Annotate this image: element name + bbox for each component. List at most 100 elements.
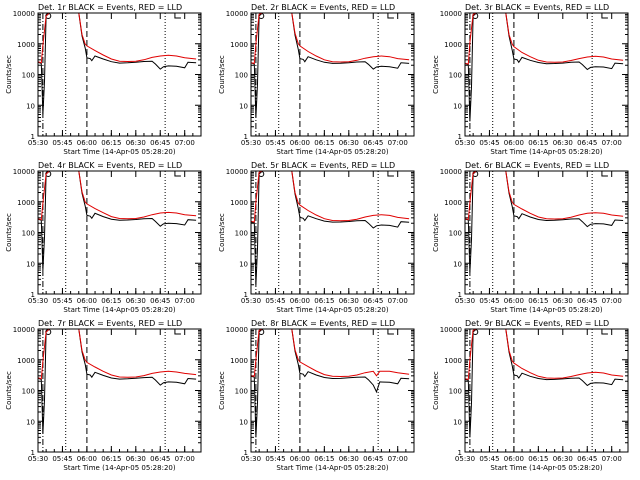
x-axis-label: Start Time (14-Apr-05 05:28:20): [276, 306, 388, 314]
series-events-line: [37, 170, 197, 271]
y-tick-label: 10: [26, 102, 35, 110]
x-tick-label: 05:45: [479, 455, 499, 463]
series-lld-line: [250, 170, 410, 223]
x-axis-label: Start Time (14-Apr-05 05:28:20): [490, 306, 602, 314]
x-tick-label: 06:30: [126, 139, 146, 147]
interval-bracket: [387, 171, 394, 177]
x-axis-label: Start Time (14-Apr-05 05:28:20): [276, 464, 388, 472]
x-tick-label: 06:00: [77, 455, 97, 463]
y-tick-label: 100: [22, 230, 35, 238]
plot-frame: [37, 170, 202, 295]
panel-8: Det. 8r BLACK = Events, RED = LLD 1 10 100 1…: [218, 319, 415, 472]
interval-bracket: [601, 13, 608, 19]
y-axis-label: Counts/sec: [432, 371, 440, 410]
y-tick-label: 100: [235, 72, 248, 80]
plot-frame: [464, 170, 629, 295]
x-axis-label: Start Time (14-Apr-05 05:28:20): [63, 306, 175, 314]
panel-7: Det. 7r BLACK = Events, RED = LLD 1 10 100 1…: [5, 319, 202, 472]
y-tick-label: 100: [235, 388, 248, 396]
y-tick-label: 10000: [226, 326, 248, 334]
x-tick-label: 06:30: [339, 455, 359, 463]
x-tick-label: 05:45: [479, 297, 499, 305]
panel-2: Det. 2r BLACK = Events, RED = LLD 1 10 100 1…: [218, 3, 415, 156]
series-lld-line: [464, 170, 624, 221]
y-tick-label: 1000: [444, 41, 462, 49]
x-tick-label: 06:30: [553, 455, 573, 463]
x-tick-label: 06:15: [101, 139, 121, 147]
y-tick-label: 1: [31, 291, 35, 299]
interval-bracket: [387, 329, 394, 335]
x-tick-label: 06:15: [314, 455, 334, 463]
y-tick-label: 1000: [230, 357, 248, 365]
y-axis-label: Counts/sec: [5, 55, 13, 94]
x-tick-label: 05:30: [455, 297, 475, 305]
x-tick-label: 05:30: [241, 297, 261, 305]
y-tick-label: 1: [244, 449, 248, 457]
x-tick-label: 07:00: [175, 139, 195, 147]
y-tick-label: 10000: [13, 10, 35, 18]
panel-title: Det. 3r BLACK = Events, RED = LLD: [465, 3, 609, 12]
x-tick-label: 06:00: [290, 297, 310, 305]
x-tick-label: 06:00: [77, 139, 97, 147]
plot-frame: [250, 12, 415, 137]
panel-9: Det. 9r BLACK = Events, RED = LLD 1 10 100 1…: [432, 319, 629, 472]
x-tick-label: 07:00: [602, 297, 622, 305]
x-tick-label: 06:15: [101, 455, 121, 463]
x-tick-label: 06:30: [553, 297, 573, 305]
x-tick-label: 06:00: [290, 455, 310, 463]
x-tick-label: 06:45: [577, 455, 597, 463]
plot-frame: [37, 12, 202, 137]
y-tick-label: 10000: [226, 168, 248, 176]
plot-frame: [464, 328, 629, 453]
panel-4: Det. 4r BLACK = Events, RED = LLD 1 10 100 1…: [5, 161, 202, 314]
series-events-line: [464, 12, 624, 122]
y-tick-label: 1000: [230, 41, 248, 49]
y-tick-label: 100: [449, 72, 462, 80]
x-tick-label: 06:45: [363, 455, 383, 463]
y-tick-label: 1: [458, 449, 462, 457]
x-axis-label: Start Time (14-Apr-05 05:28:20): [63, 464, 175, 472]
series-lld-line: [37, 12, 197, 64]
x-tick-label: 06:15: [101, 297, 121, 305]
series-lld-line: [37, 328, 197, 380]
x-tick-label: 06:15: [528, 297, 548, 305]
plot-frame: [250, 170, 415, 295]
panel-3: Det. 3r BLACK = Events, RED = LLD 1 10 100 1…: [432, 3, 629, 156]
plot-frame: [250, 328, 415, 453]
y-axis-label: Counts/sec: [432, 55, 440, 94]
y-tick-label: 10000: [13, 326, 35, 334]
interval-bracket: [174, 329, 181, 335]
panel-title: Det. 6r BLACK = Events, RED = LLD: [465, 161, 609, 170]
x-tick-label: 07:00: [175, 297, 195, 305]
y-tick-label: 100: [22, 388, 35, 396]
x-tick-label: 07:00: [388, 139, 408, 147]
x-tick-label: 05:30: [455, 455, 475, 463]
panel-5: Det. 5r BLACK = Events, RED = LLD 1 10 100 1…: [218, 161, 415, 314]
x-tick-label: 06:30: [553, 139, 573, 147]
y-tick-label: 10000: [440, 10, 462, 18]
panel-6: Det. 6r BLACK = Events, RED = LLD 1 10 100 1…: [432, 161, 629, 314]
series-events-line: [37, 12, 197, 115]
panel-title: Det. 4r BLACK = Events, RED = LLD: [38, 161, 182, 170]
y-axis-label: Counts/sec: [432, 213, 440, 252]
y-tick-label: 1000: [17, 41, 35, 49]
series-lld-line: [37, 170, 197, 221]
x-tick-label: 07:00: [602, 455, 622, 463]
interval-bracket: [601, 329, 608, 335]
x-axis-label: Start Time (14-Apr-05 05:28:20): [276, 148, 388, 156]
x-tick-label: 07:00: [175, 455, 195, 463]
y-tick-label: 10: [239, 260, 248, 268]
x-tick-label: 06:15: [314, 297, 334, 305]
series-events-line: [250, 12, 410, 118]
y-tick-label: 10: [239, 102, 248, 110]
y-tick-label: 100: [449, 388, 462, 396]
y-tick-label: 1: [244, 133, 248, 141]
x-tick-label: 07:00: [602, 139, 622, 147]
y-tick-label: 1: [244, 291, 248, 299]
y-tick-label: 100: [22, 72, 35, 80]
panel-title: Det. 8r BLACK = Events, RED = LLD: [251, 319, 395, 328]
y-axis-label: Counts/sec: [218, 371, 226, 410]
panel-title: Det. 5r BLACK = Events, RED = LLD: [251, 161, 395, 170]
